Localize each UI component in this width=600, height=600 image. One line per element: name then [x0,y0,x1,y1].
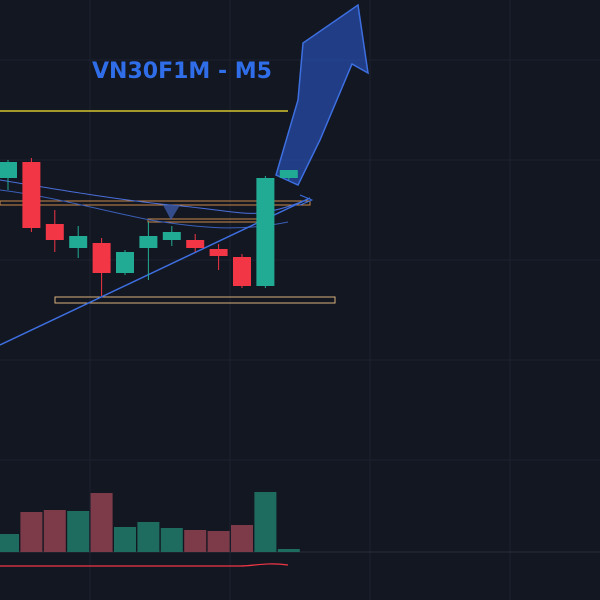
zone [0,200,311,206]
volume-bar [160,528,183,552]
volume-bar [184,530,207,552]
volume-bar [0,534,19,552]
candle-body [162,232,181,240]
volume-bar [231,525,253,552]
volume-bar [254,492,277,552]
candle-body [139,236,158,248]
candle-body [116,252,134,273]
moving-average [0,189,289,229]
marker [163,205,180,220]
volume-bar [114,527,136,552]
volume-bar [67,511,90,552]
volume-bar [207,531,230,552]
zone [54,296,336,304]
candle-body [69,236,88,248]
candle-body [0,162,17,178]
candle-body [22,162,41,228]
moving-average [0,179,311,214]
volume-bar [277,549,300,552]
trend-arrow [299,194,314,206]
candle-body [186,240,205,248]
indicator-line [0,563,289,567]
chart-title: VN30F1M - M5 [92,59,272,84]
candle-body [45,224,64,240]
candle-body [92,243,111,273]
candle-body [279,170,298,178]
volume-bar [90,493,113,552]
candle-body [256,178,275,286]
candle-body [209,249,228,256]
arrow [275,3,369,186]
volume-bar [20,512,43,552]
volume-bar [43,510,66,552]
volume-bar [137,522,160,552]
candle-body [233,257,251,286]
